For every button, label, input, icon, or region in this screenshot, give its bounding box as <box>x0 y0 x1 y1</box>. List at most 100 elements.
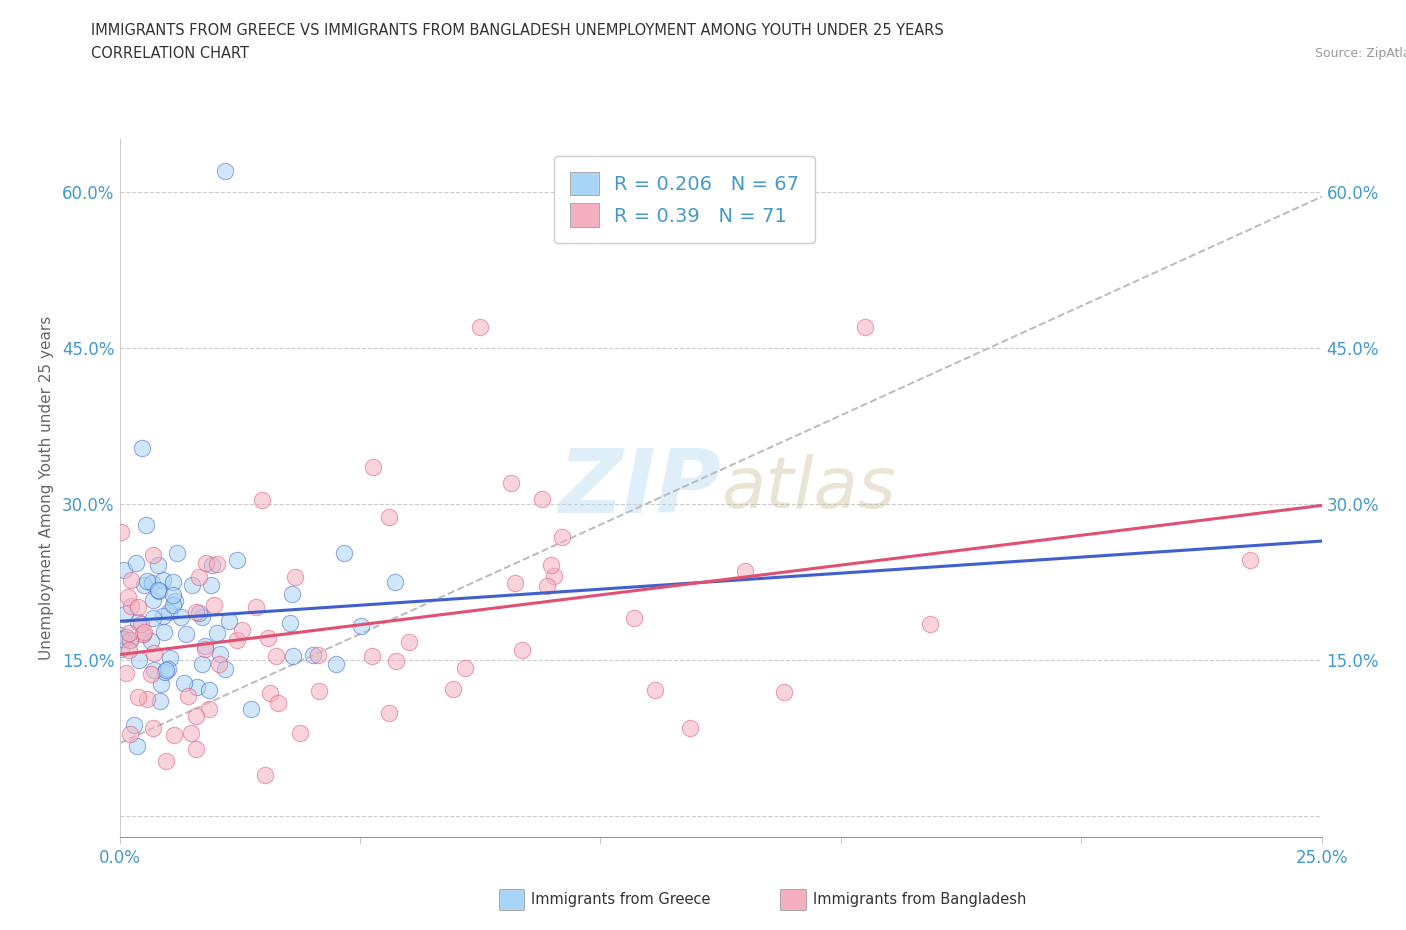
Point <box>325 658 347 672</box>
Point <box>201 558 224 573</box>
Point <box>350 618 373 633</box>
Legend: R = 0.206   N = 67, R = 0.39   N = 71: R = 0.206 N = 67, R = 0.39 N = 71 <box>554 156 815 243</box>
Point <box>773 685 796 700</box>
Point <box>142 592 165 607</box>
Point <box>173 675 195 690</box>
Point <box>543 568 565 583</box>
Point <box>186 679 208 694</box>
Point <box>290 726 312 741</box>
Text: Immigrants from Bangladesh: Immigrants from Bangladesh <box>813 892 1026 907</box>
Point <box>157 662 180 677</box>
Point <box>132 625 155 640</box>
Point <box>155 663 177 678</box>
Point <box>214 164 236 179</box>
Point <box>149 694 172 709</box>
Point <box>142 721 165 736</box>
Point <box>853 319 876 334</box>
Point <box>131 441 153 456</box>
Point <box>155 753 177 768</box>
Point <box>152 608 174 623</box>
Point <box>214 661 236 676</box>
Point <box>218 614 240 629</box>
Point <box>226 552 249 567</box>
Point <box>118 643 141 658</box>
Point <box>284 570 307 585</box>
Point <box>115 666 138 681</box>
Point <box>181 578 204 592</box>
Y-axis label: Unemployment Among Youth under 25 years: Unemployment Among Youth under 25 years <box>39 316 53 660</box>
Point <box>115 630 138 644</box>
Point <box>194 555 217 570</box>
Point <box>132 578 155 592</box>
Point <box>531 491 554 506</box>
Point <box>184 709 207 724</box>
Point <box>112 563 135 578</box>
Point <box>135 517 157 532</box>
Point <box>139 667 162 682</box>
Point <box>454 660 477 675</box>
Text: atlas: atlas <box>720 454 896 523</box>
Point <box>135 574 157 589</box>
Point <box>120 573 142 588</box>
Point <box>540 558 562 573</box>
Point <box>239 701 262 716</box>
Point <box>141 576 163 591</box>
Point <box>267 696 290 711</box>
Point <box>118 726 141 741</box>
Point <box>127 615 149 630</box>
Point <box>153 665 176 680</box>
Point <box>114 606 136 621</box>
Point <box>550 529 572 544</box>
Point <box>257 631 280 645</box>
Point <box>259 685 281 700</box>
Point <box>194 642 217 657</box>
Point <box>162 597 184 612</box>
Point <box>162 727 184 742</box>
Point <box>153 624 176 639</box>
Point <box>165 593 187 608</box>
Point <box>118 632 141 647</box>
Text: Immigrants from Greece: Immigrants from Greece <box>531 892 711 907</box>
Point <box>202 598 225 613</box>
Point <box>190 610 212 625</box>
Point <box>162 587 184 602</box>
Point <box>118 632 141 647</box>
Point <box>120 599 142 614</box>
Point <box>208 646 231 661</box>
Point <box>734 564 756 578</box>
Point <box>1239 552 1261 567</box>
Point <box>281 587 304 602</box>
Point <box>180 725 202 740</box>
Point <box>191 657 214 671</box>
Point <box>159 604 181 619</box>
Point <box>125 556 148 571</box>
Point <box>148 584 170 599</box>
Point <box>536 578 558 593</box>
Point <box>152 572 174 587</box>
Point <box>122 718 145 733</box>
Point <box>920 617 942 631</box>
Point <box>499 475 522 490</box>
Point <box>132 627 155 642</box>
Point <box>129 617 152 631</box>
Point <box>112 631 135 646</box>
Text: ZIP: ZIP <box>558 445 720 532</box>
Point <box>623 611 645 626</box>
Point <box>245 599 267 614</box>
Point <box>143 663 166 678</box>
Point <box>166 545 188 560</box>
Point <box>441 682 464 697</box>
Point <box>679 721 702 736</box>
Point <box>110 642 132 657</box>
Point <box>384 575 406 590</box>
Point <box>127 600 149 615</box>
Point <box>146 582 169 597</box>
Point <box>139 633 162 648</box>
Point <box>200 578 222 592</box>
Point <box>205 626 228 641</box>
Point <box>253 767 276 782</box>
Point <box>226 632 249 647</box>
Point <box>132 627 155 642</box>
Point <box>187 569 209 584</box>
Point <box>231 622 253 637</box>
